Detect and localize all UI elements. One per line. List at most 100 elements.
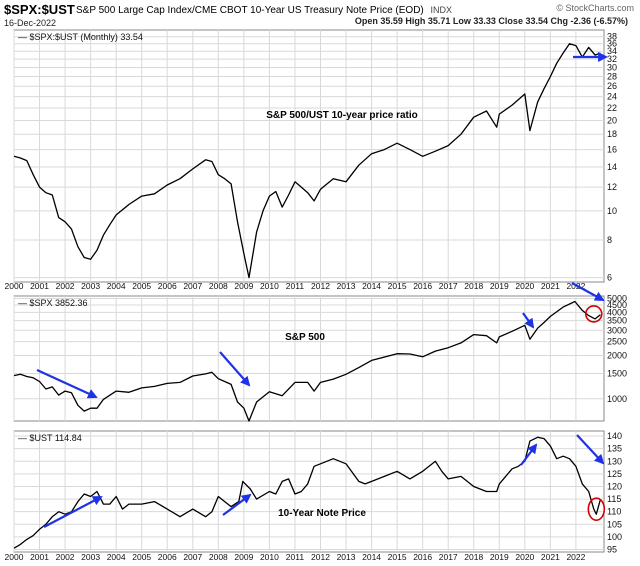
- y-tick-label: 140: [607, 431, 622, 441]
- annotation-arrows: [36, 52, 608, 528]
- x-tick-label: 2015: [388, 552, 407, 562]
- x-tick-label: 2012: [311, 281, 330, 291]
- x-tick-label: 2004: [107, 552, 126, 562]
- x-tick-label: 2014: [362, 552, 381, 562]
- series-legend: — $SPX:$UST (Monthly) 33.54: [18, 32, 143, 42]
- y-tick-label: 2000: [607, 351, 627, 361]
- x-tick-label: 2007: [183, 281, 202, 291]
- blue-arrow: [522, 312, 535, 329]
- blue-arrow: [571, 282, 605, 301]
- x-tick-label: 2016: [413, 552, 432, 562]
- y-tick-label: 22: [607, 103, 617, 113]
- y-tick-label: 3000: [607, 325, 627, 335]
- x-tick-label: 2006: [158, 281, 177, 291]
- y-tick-label: 34: [607, 46, 617, 56]
- x-tick-label: 2010: [260, 552, 279, 562]
- series-line: [13, 43, 601, 279]
- x-tick-label: 2011: [286, 281, 305, 291]
- series-legend: — $UST 114.84: [18, 433, 82, 443]
- y-tick-label: 110: [607, 507, 621, 517]
- x-tick-label: 2011: [286, 552, 305, 562]
- x-tick-label: 2008: [209, 552, 228, 562]
- x-tick-label: 2018: [464, 552, 483, 562]
- panel-annotation: 10-Year Note Price: [278, 508, 366, 519]
- highlight-circle: [587, 497, 606, 521]
- y-tick-label: 135: [607, 444, 622, 454]
- y-tick-label: 26: [607, 81, 617, 91]
- x-tick-label: 2018: [464, 281, 483, 291]
- blue-arrow: [36, 368, 98, 399]
- y-tick-label: 6: [607, 273, 612, 283]
- y-tick-label: 20: [607, 115, 617, 125]
- x-tick-label: 2021: [541, 281, 560, 291]
- x-tick-label: 2009: [234, 552, 253, 562]
- panel-frame: [13, 430, 605, 553]
- y-tick-label: 16: [607, 145, 617, 155]
- series-legend: — $SPX 3852.36: [18, 298, 88, 308]
- x-tick-label: 2020: [515, 281, 534, 291]
- x-tick-label: 2004: [107, 281, 126, 291]
- panel-frame: [13, 295, 605, 422]
- y-tick-label: 3500: [607, 316, 627, 326]
- x-tick-label: 2017: [439, 281, 458, 291]
- x-tick-label: 2022: [566, 552, 585, 562]
- y-tick-label: 38: [607, 32, 617, 42]
- blue-arrow: [219, 351, 251, 387]
- y-tick-label: 105: [607, 519, 622, 529]
- y-tick-label: 24: [607, 92, 617, 102]
- x-tick-label: 2002: [56, 552, 75, 562]
- y-tick-label: 120: [607, 481, 622, 491]
- y-tick-label: 1000: [607, 394, 627, 404]
- x-tick-label: 2007: [183, 552, 202, 562]
- y-tick-label: 115: [607, 494, 621, 504]
- x-tick-label: 2000: [5, 281, 24, 291]
- y-tick-label: 8: [607, 235, 612, 245]
- y-tick-label: 5000: [607, 293, 627, 303]
- x-tick-label: 2013: [337, 552, 356, 562]
- x-tick-label: 2013: [337, 281, 356, 291]
- x-tick-label: 2003: [81, 552, 100, 562]
- panel-3: 95 100 105 110 115 120 125 130 135 140 — $UST 114.…: [13, 430, 622, 554]
- x-tick-label: 2002: [56, 281, 75, 291]
- y-tick-label: 14: [607, 162, 617, 172]
- y-tick-label: 28: [607, 72, 617, 82]
- stockcharts-watermark: © StockCharts.com: [556, 3, 634, 13]
- panel-annotation: S&P 500: [285, 332, 325, 343]
- y-tick-label: 2500: [607, 337, 627, 347]
- y-tick-label: 100: [607, 532, 622, 542]
- highlight-circle: [584, 305, 603, 323]
- x-tick-label: 2016: [413, 281, 432, 291]
- y-tick-label: 4000: [607, 307, 627, 317]
- x-tick-label: 2015: [388, 281, 407, 291]
- x-tick-label: 2003: [81, 281, 100, 291]
- x-tick-label: 2000: [5, 552, 24, 562]
- y-tick-label: 1500: [607, 368, 627, 378]
- series-line: [13, 300, 601, 422]
- x-tick-label: 2012: [311, 552, 330, 562]
- x-tick-label: 2020: [515, 552, 534, 562]
- y-tick-label: 125: [607, 469, 622, 479]
- y-tick-label: 12: [607, 182, 617, 192]
- y-tick-label: 36: [607, 39, 617, 49]
- x-tick-label: 2019: [490, 552, 509, 562]
- chart-date: 16-Dec-2022: [4, 18, 56, 28]
- x-tick-label: 2001: [30, 552, 49, 562]
- blue-arrow: [576, 434, 605, 465]
- chart-description: S&P 500 Large Cap Index/CME CBOT 10-Year…: [76, 5, 452, 16]
- y-tick-label: 18: [607, 129, 617, 139]
- panel-annotation: S&P 500/UST 10-year price ratio: [266, 110, 418, 121]
- blue-arrow: [222, 493, 252, 516]
- x-tick-label: 2006: [158, 552, 177, 562]
- blue-arrow: [520, 443, 538, 466]
- y-tick-label: 4500: [607, 300, 627, 310]
- x-tick-label: 2005: [132, 552, 151, 562]
- x-tick-label: 2009: [234, 281, 253, 291]
- x-tick-label: 2021: [541, 552, 560, 562]
- y-tick-label: 10: [607, 206, 617, 216]
- x-tick-label: 2001: [30, 281, 49, 291]
- exchange-label: INDX: [431, 5, 453, 15]
